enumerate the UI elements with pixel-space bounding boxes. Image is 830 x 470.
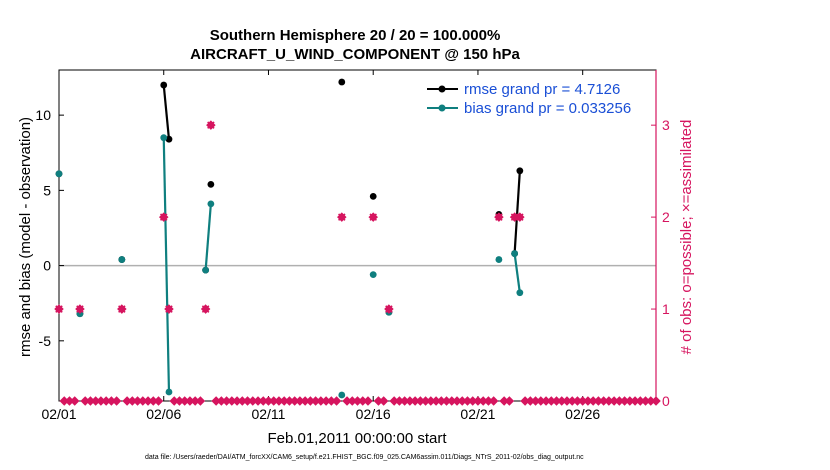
chart-subtitle: AIRCRAFT_U_WIND_COMPONENT @ 150 hPa <box>190 46 520 63</box>
assimilated-count-marker <box>55 305 63 313</box>
y-right-tick-label: 1 <box>662 301 670 317</box>
data-file-footnote: data file: /Users/raeder/DAI/ATM_forcXX/… <box>145 454 584 461</box>
rmse-point <box>338 78 346 86</box>
legend-bias-label: bias grand pr = 0.033256 <box>464 100 631 117</box>
assimilated-count-marker <box>338 213 346 221</box>
rmse-point <box>207 180 215 188</box>
assimilated-count-marker <box>207 121 215 129</box>
rmse-point <box>516 167 524 175</box>
x-tick-label: 02/06 <box>146 406 181 422</box>
zero-count-marker <box>363 396 373 406</box>
rmse-segment <box>162 84 171 140</box>
x-tick-label: 02/16 <box>356 406 391 422</box>
bias-segment <box>204 203 212 271</box>
assimilated-count-marker <box>76 305 84 313</box>
assimilated-count-marker <box>118 305 126 313</box>
y-left-tick-label: 0 <box>43 258 51 274</box>
bias-segment <box>162 137 171 392</box>
rmse-segment <box>513 170 521 254</box>
assimilated-count-marker <box>159 213 168 221</box>
y-left-tick-label: 5 <box>43 182 51 198</box>
zero-count-marker <box>69 396 80 406</box>
zero-count-marker <box>378 396 389 406</box>
y-left-tick-label: -5 <box>39 333 52 349</box>
y-right-tick-label: 0 <box>662 393 670 409</box>
bias-point <box>516 289 524 297</box>
x-tick-label: 02/26 <box>565 406 600 422</box>
zero-count-marker <box>111 396 122 406</box>
zero-count-marker <box>195 396 206 406</box>
assimilated-count-marker <box>369 213 377 221</box>
rmse-point <box>165 135 173 143</box>
y-axis-right-label: # of obs: o=possible; ×=assimilated <box>678 120 695 355</box>
bias-point <box>202 266 210 274</box>
legend-rmse-marker <box>438 85 446 93</box>
zero-count-marker <box>651 396 661 406</box>
assimilated-count-marker <box>495 213 503 221</box>
bias-point <box>207 200 215 208</box>
assimilated-count-marker <box>516 213 524 221</box>
x-tick-label: 02/11 <box>251 406 285 422</box>
y-axis-left-label: rmse and bias (model - observation) <box>17 117 34 357</box>
y-left-tick-label: 10 <box>35 107 51 123</box>
assimilated-count-marker <box>201 305 210 313</box>
legend: rmse grand pr = 4.7126 bias grand pr = 0… <box>427 81 631 117</box>
bias-point <box>165 388 173 396</box>
bias-point <box>55 170 63 178</box>
y-right-tick-label: 2 <box>662 209 670 225</box>
rmse-point <box>160 81 168 89</box>
rmse-point <box>369 192 377 200</box>
assimilated-count-marker <box>165 305 173 313</box>
zero-count-marker <box>153 396 164 406</box>
legend-bias-marker <box>438 104 446 112</box>
bias-point <box>495 256 503 263</box>
bias-point <box>338 391 346 399</box>
bias-point <box>369 271 377 279</box>
zero-count-marker <box>504 396 515 406</box>
zero-count-marker <box>488 396 499 406</box>
bias-point <box>160 134 168 142</box>
bias-point <box>511 250 519 257</box>
y-right-tick-label: 3 <box>662 117 670 133</box>
assimilated-count-marker <box>385 305 393 313</box>
x-tick-label: 02/01 <box>41 406 76 422</box>
x-tick-label: 02/21 <box>460 406 495 422</box>
chart-title: Southern Hemisphere 20 / 20 = 100.000% <box>210 27 501 44</box>
zero-count-marker <box>331 396 342 406</box>
bias-point <box>118 256 126 263</box>
x-axis-label: Feb.01,2011 00:00:00 start <box>267 430 447 447</box>
bias-segment <box>513 253 521 293</box>
legend-rmse-label: rmse grand pr = 4.7126 <box>464 81 620 98</box>
plot-frame <box>58 69 657 402</box>
